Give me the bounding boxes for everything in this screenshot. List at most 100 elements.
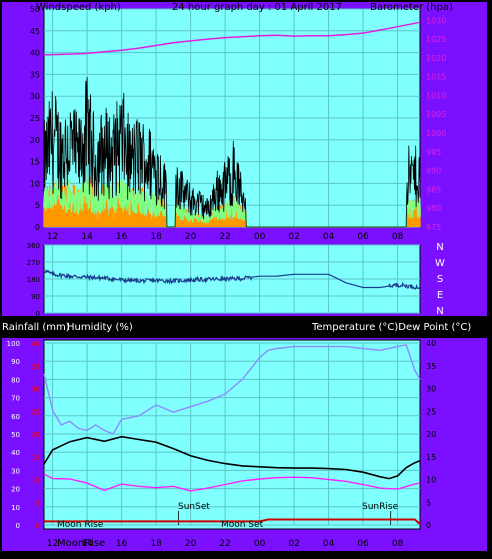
humidity-tick-80: 80 [11,376,20,384]
temp-tick-0: 0 [426,521,431,530]
wind-xtick-06: 06 [357,232,369,242]
barometer-tick-1020: 1020 [426,54,446,63]
temp-xtick-12: 12 [47,539,58,549]
wind-xtick-00: 00 [254,232,266,242]
compass-label-3: E [437,290,443,301]
humidity-axis-title: Humidity (%) [67,322,133,333]
humidity-tick-10: 10 [11,504,20,512]
moon-set-label: Moon Set [221,520,264,530]
direction-tick-360: 360 [27,242,40,250]
humidity-tick-40: 40 [11,449,20,457]
direction-tick-180: 180 [27,276,40,284]
barometer-tick-1030: 1030 [426,16,446,25]
barometer-axis-title: Barometer (hpa) [370,2,453,13]
wind-xtick-16: 16 [116,232,128,242]
temp-xtick-06: 06 [357,539,369,549]
wind-tick-20: 20 [30,136,40,145]
wind-tick-0: 0 [35,223,40,232]
rain-line [44,518,421,525]
barometer-tick-985: 985 [426,185,441,194]
wind-gust-line [43,76,421,228]
temp-xtick-14: 14 [81,539,93,549]
humidity-tick-50: 50 [11,431,20,439]
temp-xtick-16: 16 [116,539,128,549]
compass-label-4: N [436,306,443,317]
wind-tick-40: 40 [30,49,40,58]
compass-label-1: W [435,258,445,269]
wind-tick-5: 5 [35,201,40,210]
rain-tick-5: 5 [36,499,40,507]
barometer-tick-1015: 1015 [426,73,446,82]
wind-tick-15: 15 [30,158,40,167]
barometer-tick-990: 990 [426,167,441,176]
humidity-tick-20: 20 [11,486,20,494]
barometer-tick-1005: 1005 [426,110,446,119]
humidity-tick-100: 100 [7,340,20,348]
temp-tick-20: 20 [426,430,436,439]
rain-tick-20: 20 [31,431,40,439]
wind-xtick-22: 22 [219,232,230,242]
barometer-tick-1000: 1000 [426,129,446,138]
temp-xtick-00: 00 [254,539,266,549]
temp-xtick-08: 08 [392,539,404,549]
humidity-tick-30: 30 [11,467,20,475]
temp-tick-10: 10 [426,476,436,485]
wind-tick-30: 30 [30,92,40,101]
wind-xtick-20: 20 [185,232,197,242]
rainfall-axis-title: Rainfall (mm) [2,322,70,333]
wind-tick-50: 50 [30,5,40,14]
rain-tick-35: 35 [31,363,40,371]
direction-tick-90: 90 [31,293,40,301]
compass-label-2: S [437,274,443,285]
dewpoint-line [43,473,421,492]
wind-xtick-14: 14 [81,232,93,242]
wind-tick-45: 45 [30,27,40,36]
temp-xtick-02: 02 [288,539,299,549]
temperature-axis-title: Temperature (°C)Dew Point (°C) [311,322,471,333]
wind-xtick-18: 18 [150,232,162,242]
temp-xtick-22: 22 [219,539,230,549]
humidity-tick-70: 70 [11,395,20,403]
wind-tick-10: 10 [30,179,40,188]
rain-tick-30: 30 [31,386,40,394]
barometer-tick-975: 975 [426,223,441,232]
sunset-label: SunSet [178,502,210,512]
barometer-tick-1025: 1025 [426,35,446,44]
temp-xtick-20: 20 [185,539,197,549]
temp-tick-40: 40 [426,339,436,348]
rain-tick-25: 25 [31,408,40,416]
wind-xtick-08: 08 [392,232,404,242]
temp-tick-30: 30 [426,385,436,394]
rain-tick-40: 40 [31,340,40,348]
barometer-tick-980: 980 [426,204,441,213]
humidity-tick-60: 60 [11,413,20,421]
wind-axis-title: Windspeed (kph) [36,2,121,13]
temp-tick-35: 35 [426,362,436,371]
direction-tick-270: 270 [27,259,40,267]
barometer-tick-1010: 1010 [426,91,446,100]
wind-xtick-02: 02 [288,232,299,242]
temp-tick-5: 5 [426,498,431,507]
humidity-line [43,343,421,435]
compass-label-0: N [436,242,443,253]
moon-rise-label: Moon Rise [57,520,104,530]
direction-line [43,269,421,290]
temp-tick-25: 25 [426,407,436,416]
wind-tick-25: 25 [30,114,40,123]
barometer-line [43,21,421,56]
temp-xtick-04: 04 [323,539,335,549]
temp-xtick-18: 18 [150,539,162,549]
humidity-tick-90: 90 [11,358,20,366]
rain-tick-15: 15 [31,454,40,462]
rain-tick-10: 10 [31,477,40,485]
chart-main-title: 24 hour graph day : 01 April 2017 [172,2,342,13]
direction-tick-0: 0 [36,310,40,318]
rain-tick-0: 0 [36,522,40,530]
moonrise-label: MoonRise [57,538,105,549]
barometer-tick-995: 995 [426,148,441,157]
temp-tick-15: 15 [426,453,436,462]
wind-xtick-04: 04 [323,232,335,242]
wind-xtick-12: 12 [47,232,58,242]
